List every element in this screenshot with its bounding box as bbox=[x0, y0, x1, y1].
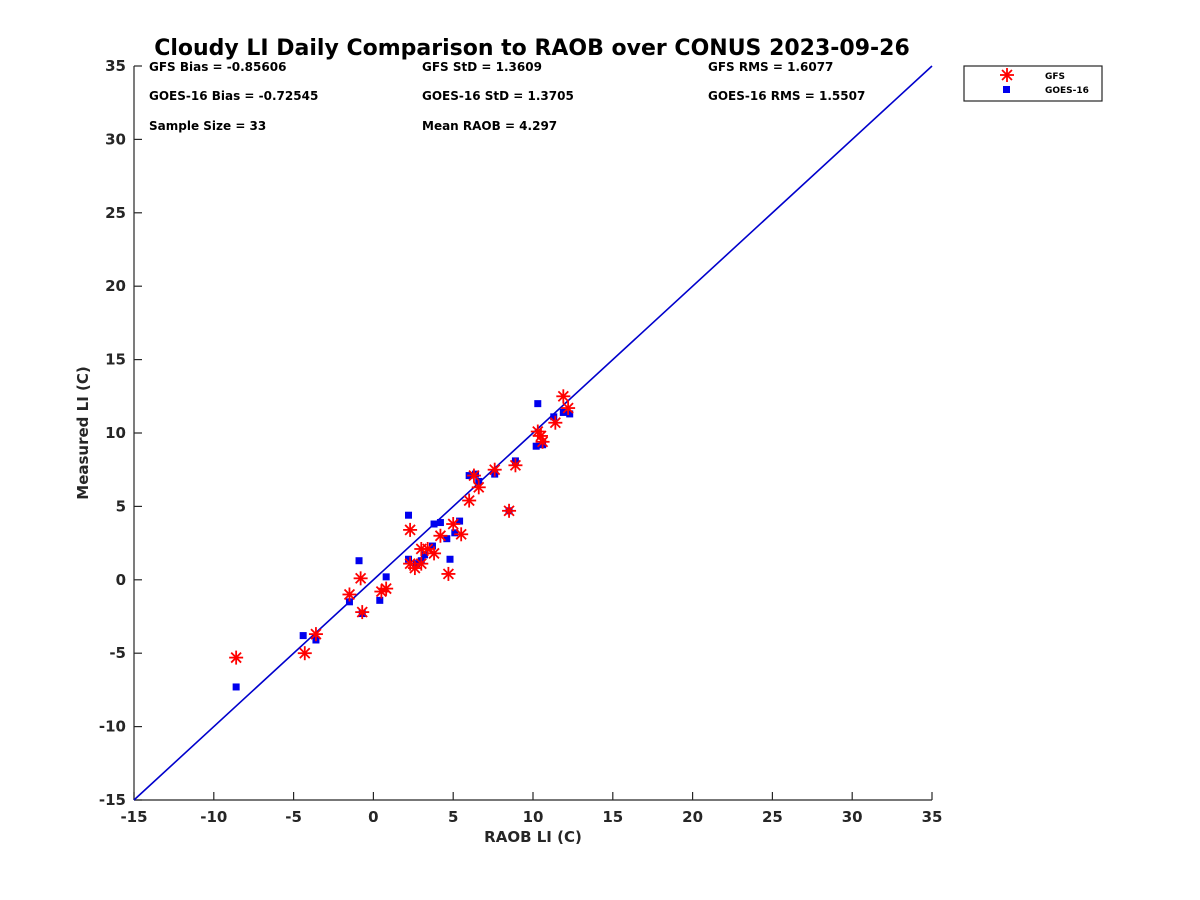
stat-mean-raob: Mean RAOB = 4.297 bbox=[422, 119, 557, 133]
goes16-point bbox=[550, 413, 558, 421]
y-tick-label: -10 bbox=[99, 718, 126, 736]
series-layer bbox=[229, 389, 576, 691]
stat-gfs-bias: GFS Bias = -0.85606 bbox=[149, 60, 286, 74]
y-axis-title: Measured LI (C) bbox=[74, 366, 92, 499]
x-tick-label: -15 bbox=[120, 808, 147, 826]
gfs-point bbox=[556, 389, 571, 404]
y-tick-label: 25 bbox=[105, 204, 126, 222]
gfs-point bbox=[229, 650, 244, 665]
stat-gfs-std: GFS StD = 1.3609 bbox=[422, 60, 542, 74]
x-tick-label: 5 bbox=[448, 808, 458, 826]
y-tick-label: 15 bbox=[105, 351, 126, 369]
gfs-point bbox=[297, 646, 312, 661]
x-tick-label: -10 bbox=[200, 808, 227, 826]
y-tick-label: 35 bbox=[105, 57, 126, 75]
y-ticks: -15 -10 -5 0 5 10 15 20 25 30 35 bbox=[99, 57, 142, 809]
y-tick-label: -5 bbox=[109, 644, 126, 662]
x-tick-label: 15 bbox=[602, 808, 623, 826]
goes16-point bbox=[382, 573, 390, 581]
legend-goes16-label: GOES-16 bbox=[1045, 86, 1089, 96]
gfs-point bbox=[471, 480, 486, 495]
goes16-point bbox=[420, 551, 428, 559]
gfs-point bbox=[561, 401, 576, 416]
gfs-point bbox=[462, 493, 477, 508]
stat-goes16-rms: GOES-16 RMS = 1.5507 bbox=[708, 89, 865, 103]
goes16-point bbox=[405, 511, 413, 519]
goes16-point bbox=[299, 632, 307, 640]
y-tick-label: 30 bbox=[105, 130, 126, 148]
gfs-point bbox=[454, 527, 469, 542]
gfs-point bbox=[446, 517, 461, 532]
gfs-point bbox=[353, 571, 368, 586]
goes16-point bbox=[566, 410, 574, 418]
y-tick-label: -15 bbox=[99, 791, 126, 809]
gfs-point bbox=[441, 566, 456, 581]
goes16-point bbox=[534, 400, 542, 408]
chart-title: Cloudy LI Daily Comparison to RAOB over … bbox=[154, 36, 910, 61]
goes16-point bbox=[532, 442, 540, 450]
goes16-point bbox=[355, 557, 363, 565]
gfs-point bbox=[414, 556, 429, 571]
x-tick-label: -5 bbox=[285, 808, 302, 826]
x-ticks: -15 -10 -5 0 5 10 15 20 25 30 35 bbox=[120, 792, 942, 826]
stat-goes16-bias: GOES-16 Bias = -0.72545 bbox=[149, 89, 318, 103]
gfs-point bbox=[433, 528, 448, 543]
reference-line-group bbox=[133, 65, 933, 801]
goes16-point bbox=[428, 542, 436, 550]
goes16-point bbox=[436, 519, 444, 527]
goes16-point bbox=[443, 535, 451, 543]
gfs-point bbox=[487, 462, 502, 477]
goes16-point bbox=[376, 596, 384, 604]
gfs-point bbox=[508, 458, 523, 473]
gfs-point bbox=[342, 587, 357, 602]
y-tick-label: 0 bbox=[116, 571, 126, 589]
x-tick-label: 30 bbox=[842, 808, 863, 826]
x-tick-label: 25 bbox=[762, 808, 783, 826]
reference-line bbox=[133, 65, 933, 801]
series-gfs bbox=[229, 389, 576, 665]
x-tick-label: 10 bbox=[523, 808, 544, 826]
goes16-point bbox=[456, 517, 464, 525]
gfs-point bbox=[502, 503, 517, 518]
stat-sample-size: Sample Size = 33 bbox=[149, 119, 266, 133]
x-axis-title: RAOB LI (C) bbox=[484, 828, 582, 846]
gfs-point bbox=[308, 627, 323, 642]
gfs-point bbox=[466, 468, 481, 483]
legend-box bbox=[963, 65, 1103, 102]
stat-goes16-std: GOES-16 StD = 1.3705 bbox=[422, 89, 574, 103]
legend: GFS GOES-16 bbox=[963, 65, 1103, 102]
y-tick-label: 20 bbox=[105, 277, 126, 295]
gfs-point bbox=[548, 415, 563, 430]
goes16-point bbox=[451, 529, 459, 537]
goes16-point bbox=[430, 520, 438, 528]
goes16-point bbox=[345, 598, 353, 606]
goes16-point bbox=[405, 555, 413, 563]
gfs-point bbox=[355, 605, 370, 620]
gfs-point bbox=[403, 522, 418, 537]
legend-gfs-label: GFS bbox=[1045, 72, 1065, 82]
x-tick-label: 0 bbox=[368, 808, 378, 826]
legend-gfs-marker bbox=[1000, 68, 1014, 82]
x-tick-label: 35 bbox=[922, 808, 943, 826]
y-tick-label: 10 bbox=[105, 424, 126, 442]
legend-goes16-marker bbox=[1003, 86, 1010, 93]
gfs-point bbox=[379, 581, 394, 596]
legend-gfs-asterisk bbox=[1000, 68, 1014, 82]
stats-block: GFS Bias = -0.85606 GFS StD = 1.3609 GFS… bbox=[149, 60, 865, 133]
goes16-point bbox=[446, 555, 454, 563]
goes16-point bbox=[232, 683, 240, 691]
x-tick-label: 20 bbox=[682, 808, 703, 826]
y-tick-label: 5 bbox=[116, 497, 126, 515]
gfs-point bbox=[427, 546, 442, 561]
stat-gfs-rms: GFS RMS = 1.6077 bbox=[708, 60, 833, 74]
gfs-point bbox=[535, 434, 550, 449]
